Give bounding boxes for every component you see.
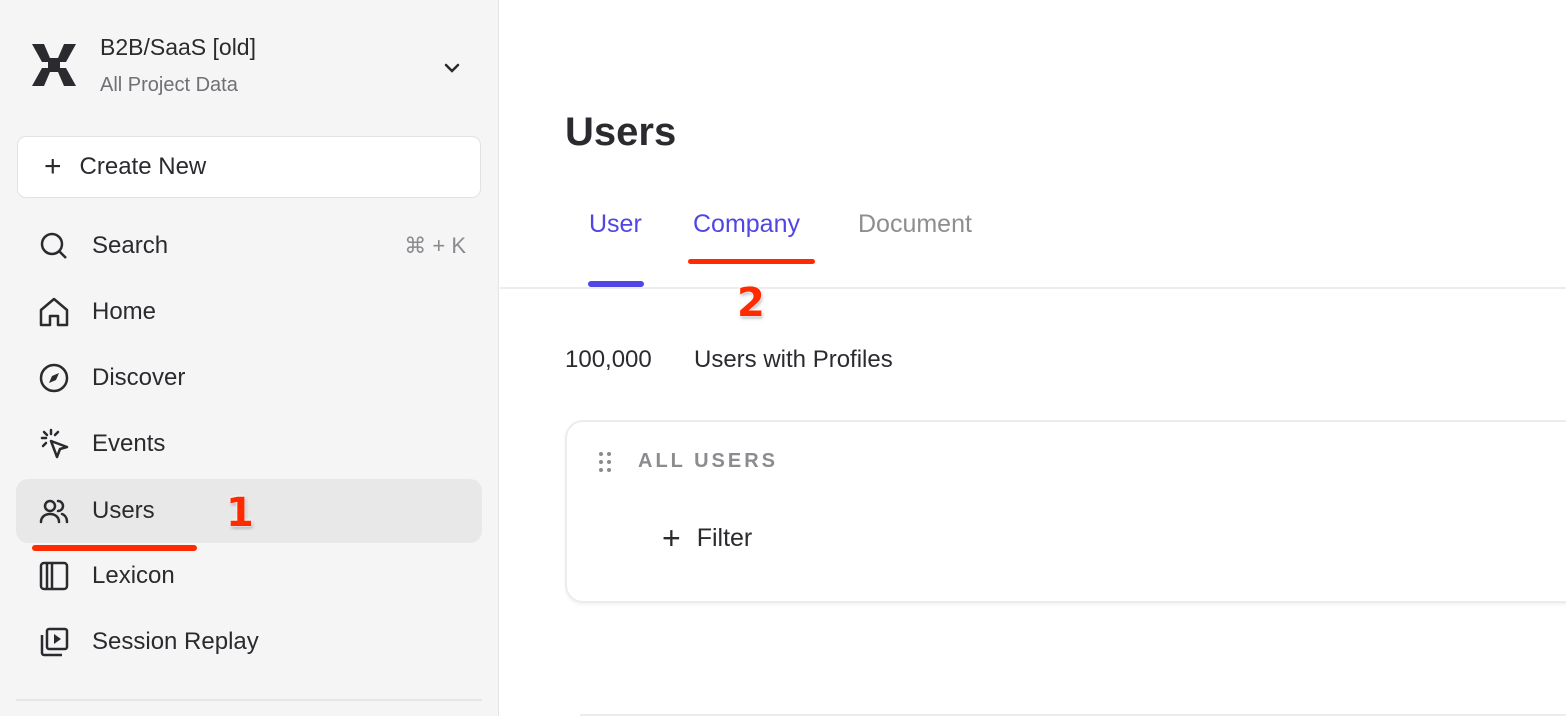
- annotation-underline-company: [688, 259, 815, 264]
- sidebar-item-session-replay[interactable]: Session Replay: [16, 610, 482, 674]
- project-title[interactable]: B2B/SaaS [old]: [100, 34, 256, 60]
- create-new-button[interactable]: + Create New: [17, 136, 481, 198]
- cursor-click-icon: [40, 428, 69, 459]
- compass-icon: [39, 363, 69, 393]
- mixpanel-logo-icon: [32, 44, 76, 86]
- sidebar-divider: [16, 699, 482, 701]
- sidebar-item-label: Events: [92, 430, 166, 457]
- chevron-down-icon[interactable]: [440, 56, 464, 80]
- profile-count: 100,000: [565, 346, 652, 373]
- annotation-step-2: 2: [737, 280, 765, 326]
- section-divider: [580, 714, 1566, 716]
- all-users-card: [565, 420, 1566, 603]
- sidebar-item-events[interactable]: Events: [16, 412, 482, 476]
- tab-user[interactable]: User: [589, 210, 642, 238]
- active-tab-indicator: [588, 281, 644, 287]
- home-icon: [39, 297, 69, 327]
- plus-icon: +: [662, 520, 681, 556]
- tab-company[interactable]: Company: [693, 210, 800, 238]
- sidebar-item-label: Users: [92, 497, 155, 524]
- search-shortcut: ⌘ + K: [404, 233, 466, 258]
- play-stack-icon: [40, 627, 69, 657]
- drag-handle-icon[interactable]: [597, 451, 613, 473]
- sidebar: B2B/SaaS [old] All Project Data + Create…: [0, 0, 499, 716]
- tab-document[interactable]: Document: [858, 210, 972, 238]
- sidebar-item-label: Session Replay: [92, 628, 259, 655]
- tabs-divider: [500, 287, 1566, 289]
- add-filter-button[interactable]: + Filter: [662, 520, 752, 557]
- users-icon: [39, 499, 69, 524]
- card-title: ALL USERS: [638, 450, 778, 472]
- search-icon: [40, 232, 67, 259]
- sidebar-item-lexicon[interactable]: Lexicon: [16, 544, 482, 608]
- plus-icon: +: [44, 150, 62, 183]
- sidebar-item-label: Search: [92, 232, 169, 259]
- create-new-label: Create New: [79, 153, 207, 180]
- sidebar-item-discover[interactable]: Discover: [16, 346, 482, 410]
- filter-label: Filter: [696, 524, 753, 552]
- sidebar-item-label: Lexicon: [92, 562, 175, 589]
- sidebar-item-search[interactable]: Search ⌘ + K: [16, 214, 482, 278]
- sidebar-item-label: Discover: [92, 364, 186, 391]
- sidebar-item-home[interactable]: Home: [16, 280, 482, 344]
- profile-count-label: Users with Profiles: [694, 346, 893, 373]
- book-icon: [39, 561, 69, 591]
- sidebar-item-label: Home: [92, 298, 157, 325]
- annotation-underline-users: [32, 545, 197, 551]
- annotation-step-1: 1: [226, 490, 254, 536]
- project-subtitle: All Project Data: [100, 74, 238, 96]
- sidebar-item-users[interactable]: Users: [16, 479, 482, 543]
- page-title: Users: [565, 110, 677, 154]
